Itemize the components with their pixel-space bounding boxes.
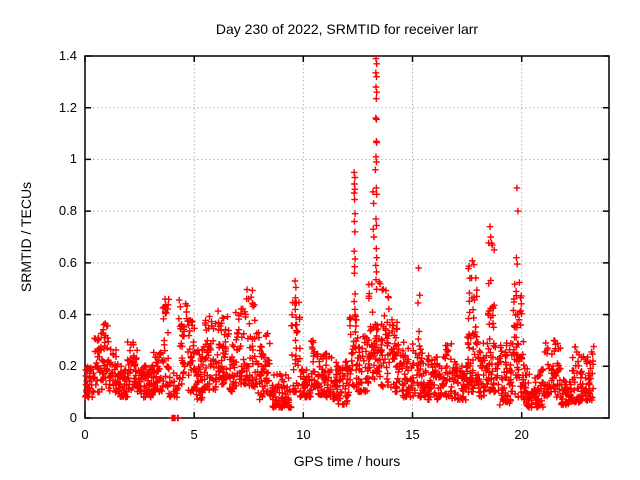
x-tick-label: 0 (81, 427, 89, 442)
grid-lines (85, 56, 609, 418)
y-tick-label: 0.2 (58, 358, 77, 374)
x-tick-label: 20 (514, 427, 529, 442)
chart-title: Day 230 of 2022, SRMTID for receiver lar… (215, 21, 479, 37)
y-tick-label: 0.4 (58, 306, 77, 322)
plot-border (84, 55, 610, 419)
y-tick-label: 0.6 (58, 254, 77, 270)
y-tick-label: 1.2 (58, 99, 77, 115)
x-tick-label: 5 (190, 427, 198, 442)
scatter-points (81, 55, 597, 422)
x-tick-label: 10 (296, 427, 311, 442)
y-tick-label: 0 (69, 410, 77, 425)
y-tick-label: 1.4 (58, 48, 77, 63)
y-tick-label: 1 (69, 151, 77, 167)
y-tick-label: 0.8 (58, 203, 77, 219)
x-tick-label: 15 (405, 427, 420, 442)
x-axis-label: GPS time / hours (293, 453, 401, 469)
